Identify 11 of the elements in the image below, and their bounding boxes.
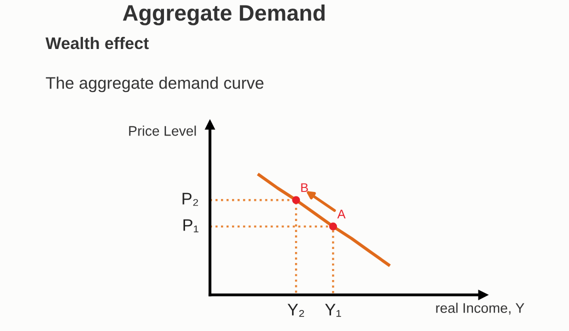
chart-title: Aggregate Demand [122,4,325,26]
x-tick-label: Y₂ [288,304,304,317]
chart-subtitle: Wealth effect [46,36,149,50]
annotation: A [337,210,346,218]
annotation: B [301,183,308,192]
text: The aggregate demand curve [46,76,264,92]
text: P₂ [182,192,198,206]
y-axis-title: Price Level [129,126,196,136]
text: P₁ [183,219,198,232]
x-axis-title: real Income, Y [436,302,524,315]
x-tick-label: Y₁ [325,304,342,317]
